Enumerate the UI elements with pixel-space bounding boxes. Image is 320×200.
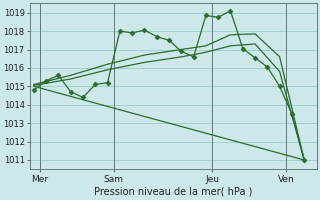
X-axis label: Pression niveau de la mer( hPa ): Pression niveau de la mer( hPa ) [94,187,252,197]
